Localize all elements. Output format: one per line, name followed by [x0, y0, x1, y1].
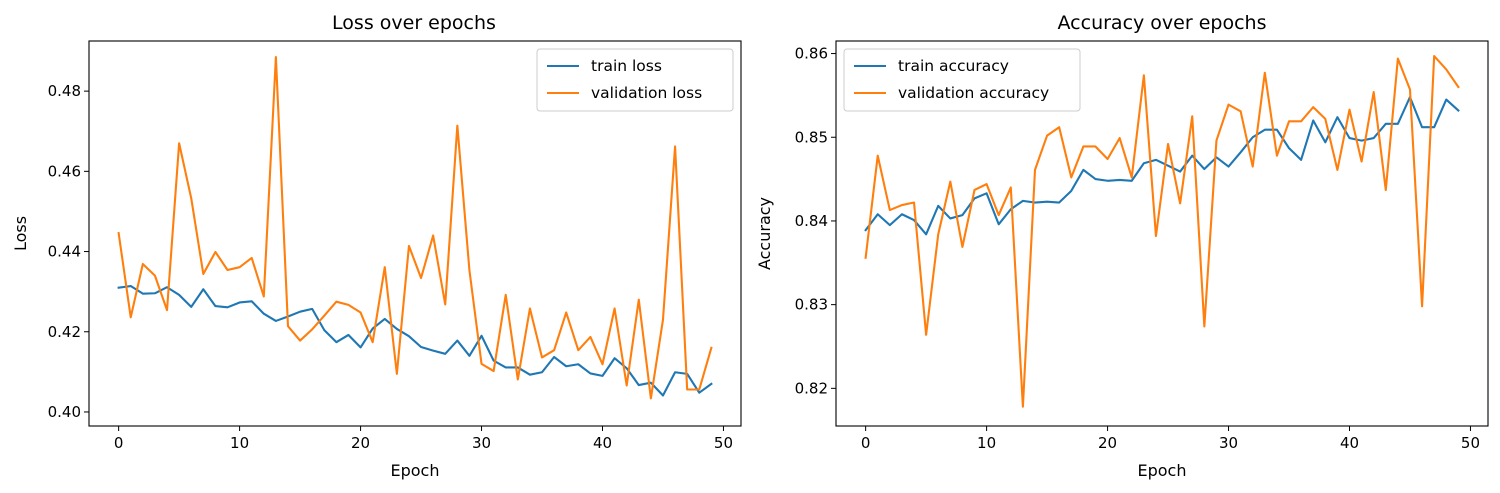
y-tick-label: 0.84 [795, 212, 828, 230]
legend: train accuracy validation accuracy [843, 48, 1081, 112]
x-tick-label: 0 [861, 434, 871, 452]
x-tick-label: 40 [1340, 434, 1359, 452]
y-tick-label: 0.40 [48, 403, 81, 421]
y-tick-label: 0.85 [795, 128, 828, 146]
legend-box [536, 48, 734, 112]
x-tick-label: 30 [1219, 434, 1238, 452]
series-line-train-loss [117, 284, 713, 397]
series-line-train-accuracy [864, 96, 1460, 236]
y-tick-label: 0.46 [48, 162, 81, 180]
legend-label: train loss [591, 57, 662, 75]
y-tick-label: 0.86 [795, 45, 828, 63]
x-axis-label: Epoch [1138, 461, 1187, 480]
y-axis-label: Loss [11, 216, 30, 251]
y-axis-label: Accuracy [755, 197, 774, 270]
x-tick-label: 10 [230, 434, 249, 452]
chart-title: Loss over epochs [332, 12, 496, 34]
y-tick-label: 0.83 [795, 296, 828, 314]
x-tick-label: 40 [593, 434, 612, 452]
legend-label: validation loss [591, 84, 702, 102]
x-tick-label: 50 [714, 434, 733, 452]
x-tick-label: 10 [977, 434, 996, 452]
chart-title: Accuracy over epochs [1058, 12, 1267, 34]
accuracy-chart: 0 10 20 30 40 50 0.82 0.83 0.84 0.85 0.86 Accuracy … [755, 12, 1489, 480]
plot-frame [88, 40, 742, 427]
x-tick-label: 0 [114, 434, 124, 452]
y-tick-label: 0.82 [795, 379, 828, 397]
x-tick-label: 50 [1461, 434, 1480, 452]
y-tick-label: 0.48 [48, 82, 81, 100]
series-line-validation-accuracy [864, 55, 1460, 408]
series-line-validation-loss [117, 55, 713, 400]
x-axis-label: Epoch [391, 461, 440, 480]
y-tick-label: 0.42 [48, 323, 81, 341]
x-tick-label: 30 [472, 434, 491, 452]
legend-label: validation accuracy [898, 84, 1049, 102]
legend-box [843, 48, 1081, 112]
legend-label: train accuracy [898, 57, 1009, 75]
plot-frame [835, 40, 1489, 427]
loss-chart: 0 10 20 30 40 50 0.40 0.42 0.44 0.46 0.48 Loss over… [11, 12, 742, 480]
x-tick-label: 20 [351, 434, 370, 452]
y-tick-label: 0.44 [48, 243, 81, 261]
legend: train loss validation loss [536, 48, 734, 112]
x-tick-label: 20 [1098, 434, 1117, 452]
